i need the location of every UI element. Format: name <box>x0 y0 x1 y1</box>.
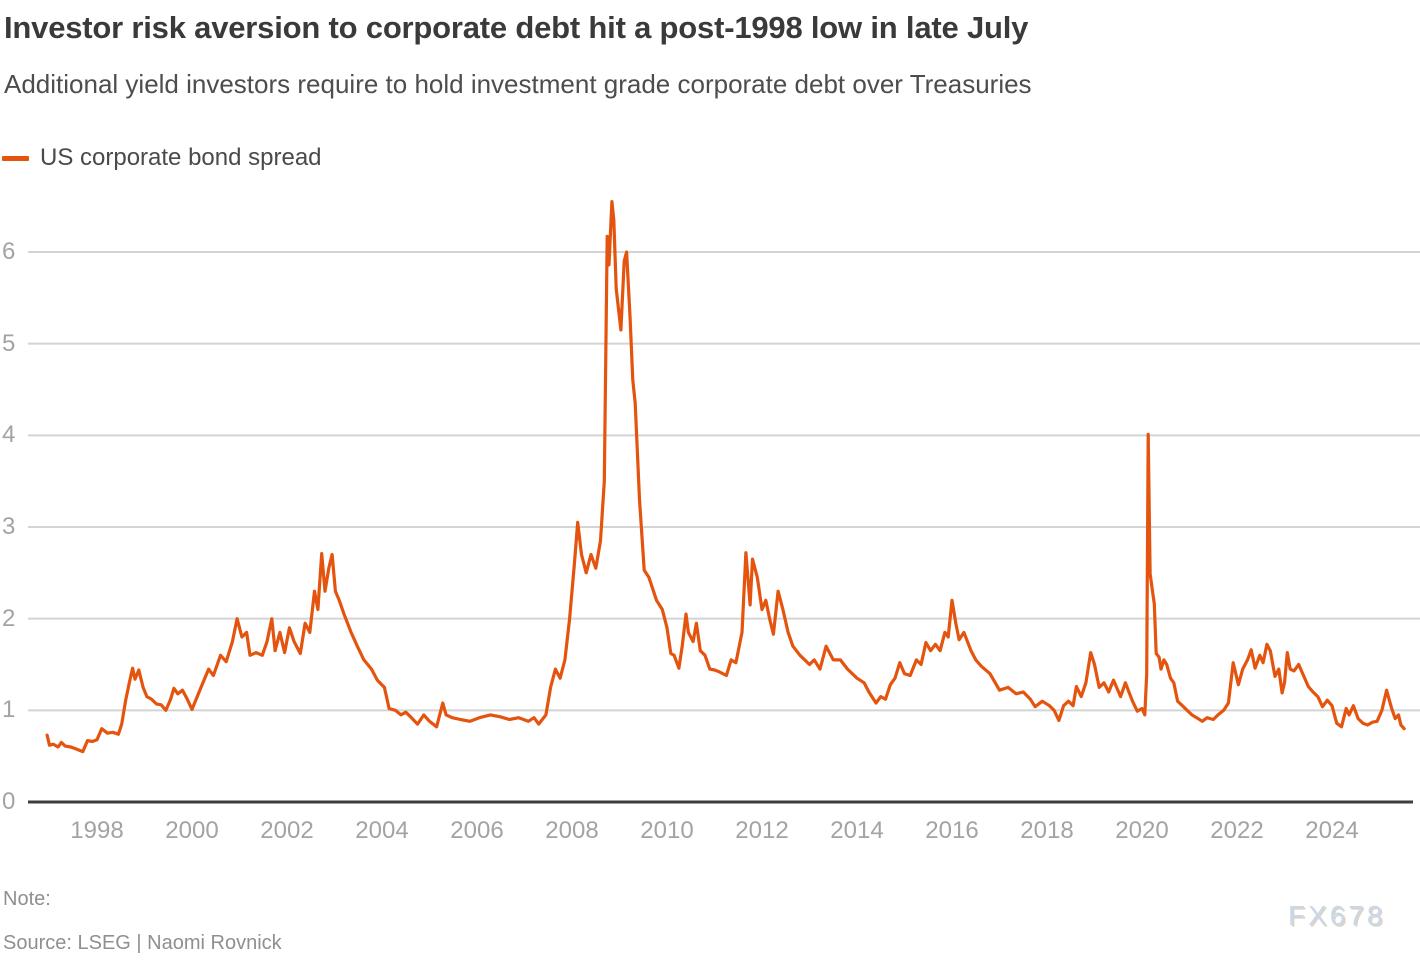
x-tick-label: 2000 <box>165 817 219 844</box>
y-tick-label: 0 <box>2 788 16 815</box>
x-tick-label: 2008 <box>545 817 599 844</box>
page-title: Investor risk aversion to corporate debt… <box>4 10 1029 45</box>
source-text: Source: LSEG | Naomi Rovnick <box>3 932 282 954</box>
y-tick-label: 3 <box>2 512 16 540</box>
chart-legend: US corporate bond spread <box>2 144 322 172</box>
x-tick-label: 2016 <box>925 817 979 844</box>
y-tick-label: 4 <box>2 421 16 449</box>
x-tick-label: 1998 <box>70 817 124 844</box>
legend-label: US corporate bond spread <box>40 144 322 171</box>
x-tick-label: 2022 <box>1210 817 1264 844</box>
x-tick-label: 2004 <box>355 817 409 844</box>
legend-line-swatch <box>2 155 29 161</box>
y-tick-label: 1 <box>2 696 16 724</box>
y-tick-label: 6 <box>2 237 16 265</box>
x-tick-label: 2002 <box>260 817 314 844</box>
x-tick-label: 2012 <box>735 817 789 844</box>
chart-subtitle: Additional yield investors require to ho… <box>4 69 1032 99</box>
watermark: FX678 <box>1288 900 1386 931</box>
x-tick-label: 2014 <box>830 817 884 844</box>
line-chart <box>28 200 1420 804</box>
x-tick-label: 2024 <box>1305 817 1359 844</box>
y-tick-label: 2 <box>2 604 16 632</box>
x-tick-label: 2006 <box>450 817 504 844</box>
note-text: Note: <box>3 888 51 910</box>
spread-line <box>45 200 1406 754</box>
x-tick-label: 2020 <box>1115 817 1169 844</box>
x-tick-label: 2018 <box>1020 817 1074 844</box>
x-tick-label: 2010 <box>640 817 694 844</box>
y-tick-label: 5 <box>2 329 16 357</box>
